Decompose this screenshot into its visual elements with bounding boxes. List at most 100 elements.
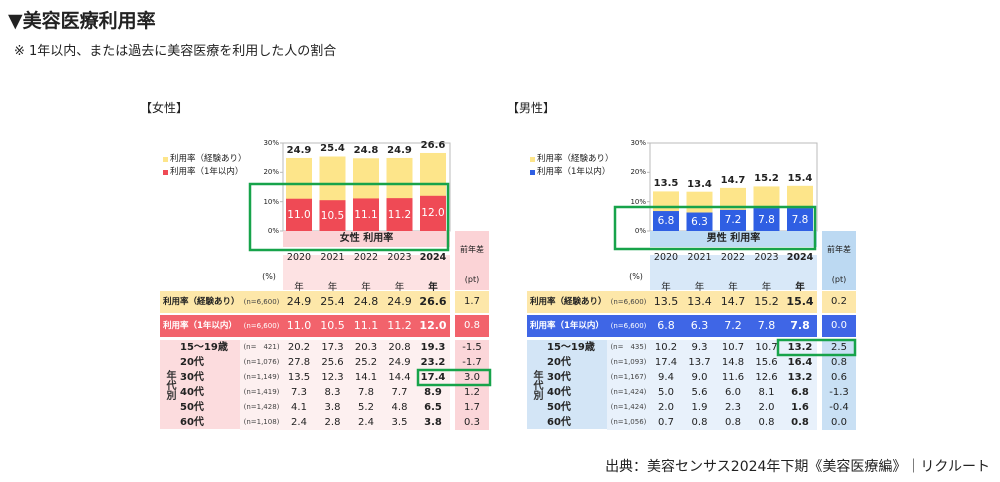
highlight bbox=[416, 368, 492, 387]
data-label: 24.8 bbox=[353, 145, 379, 157]
cell: 14.8 bbox=[721, 357, 745, 368]
row-n: (n=1,149) bbox=[243, 373, 280, 381]
diff-cell-text: -0.4 bbox=[829, 402, 849, 413]
data-label: 6.3 bbox=[691, 215, 708, 228]
diff-cell-text: -1.5 bbox=[462, 342, 482, 353]
data-label: 14.7 bbox=[720, 174, 746, 186]
row-bg bbox=[160, 291, 450, 313]
data-label: 15.4 bbox=[787, 172, 813, 184]
cell: 27.8 bbox=[287, 357, 311, 368]
cell: 13.4 bbox=[687, 295, 712, 308]
cell: 11.2 bbox=[387, 319, 412, 332]
bar bbox=[386, 198, 413, 231]
cell: 15.2 bbox=[754, 295, 779, 308]
cell: 7.8 bbox=[790, 319, 810, 332]
row-label: 利用率（経験あり） bbox=[530, 297, 607, 307]
legend-label: 利用率（経験あり） bbox=[537, 154, 614, 164]
row-bg bbox=[527, 291, 817, 313]
row-label: 15〜19歳 bbox=[180, 342, 228, 353]
legend-swatch bbox=[163, 157, 168, 162]
cell: 20.8 bbox=[388, 342, 411, 353]
diff-cell-text: 1.7 bbox=[464, 402, 480, 413]
cell: 17.3 bbox=[321, 342, 344, 353]
y-tick-label: 30% bbox=[263, 139, 279, 147]
cell: 2.4 bbox=[291, 417, 307, 428]
row-bg bbox=[240, 400, 450, 415]
legend-label: 利用率（1年以内） bbox=[537, 167, 611, 177]
chart-caption: 男性 利用率 bbox=[706, 233, 761, 244]
cell: 24.9 bbox=[387, 295, 412, 308]
data-label: 11.2 bbox=[387, 208, 412, 221]
source: 出典：美容センサス2024年下期《美容医療編》｜リクルート bbox=[605, 459, 990, 475]
cell: 17.4 bbox=[654, 357, 678, 368]
cell: 0.8 bbox=[758, 417, 775, 428]
cell: 0.8 bbox=[725, 417, 741, 428]
data-label: 10.5 bbox=[320, 209, 345, 222]
column-header: 2023年 bbox=[387, 252, 412, 293]
legend-swatch bbox=[163, 170, 168, 175]
row-label: 20代 bbox=[180, 357, 204, 368]
cell: 14.1 bbox=[354, 372, 378, 383]
cell: 2.3 bbox=[725, 402, 741, 413]
y-tick-label: 0% bbox=[634, 227, 646, 235]
table-header bbox=[650, 255, 817, 290]
y-tick-label: 30% bbox=[630, 139, 646, 147]
cell: 24.8 bbox=[353, 295, 379, 308]
cell: 7.8 bbox=[358, 387, 374, 398]
bar bbox=[653, 211, 679, 231]
cell: 25.4 bbox=[320, 295, 345, 308]
caption-band bbox=[650, 231, 817, 247]
cell: 15.6 bbox=[755, 357, 778, 368]
row-bg bbox=[607, 355, 817, 370]
cell: 8.9 bbox=[424, 387, 442, 398]
row-n: (n=1,093) bbox=[610, 358, 647, 366]
cell: 7.2 bbox=[724, 319, 742, 332]
diff-cell-text: 2.5 bbox=[831, 342, 847, 353]
data-label: 25.4 bbox=[320, 143, 345, 155]
cell: 14.4 bbox=[388, 372, 411, 383]
cell: 7.3 bbox=[291, 387, 307, 398]
cell: 23.2 bbox=[420, 357, 446, 368]
row-n: (n=1,424) bbox=[610, 403, 647, 411]
row-n: (n=6,600) bbox=[243, 322, 280, 330]
legend-swatch bbox=[530, 170, 535, 175]
row-n: (n=1,076) bbox=[243, 358, 280, 366]
cell: 11.1 bbox=[353, 319, 379, 332]
bar bbox=[319, 200, 346, 231]
cell: 13.2 bbox=[787, 342, 813, 353]
cell: 9.3 bbox=[691, 342, 708, 353]
panel-label: 【男性】 bbox=[507, 101, 556, 115]
column-header: 2021年 bbox=[687, 252, 712, 293]
diff-header: 前年差(pt) bbox=[827, 245, 851, 284]
diff-cell-text: 0.3 bbox=[464, 417, 480, 428]
cell: 5.6 bbox=[691, 387, 708, 398]
cell: 9.4 bbox=[658, 372, 674, 383]
column-header: 2022年 bbox=[720, 252, 746, 293]
cell: 13.7 bbox=[688, 357, 711, 368]
diff-cell-text: 0.6 bbox=[831, 372, 847, 383]
y-tick-label: 20% bbox=[263, 168, 279, 177]
cell: 24.9 bbox=[286, 295, 312, 308]
cell: 24.9 bbox=[388, 357, 411, 368]
diff-cell-text: 3.0 bbox=[464, 372, 480, 383]
bar bbox=[420, 195, 446, 231]
row-label: 60代 bbox=[180, 417, 204, 428]
row-bg bbox=[607, 415, 817, 430]
diff-cell-text: 0.8 bbox=[831, 357, 847, 368]
cell: 2.8 bbox=[324, 417, 341, 428]
cell: 15.4 bbox=[786, 295, 814, 308]
diff-cell bbox=[822, 370, 856, 385]
row-label: 利用率（経験あり） bbox=[163, 297, 240, 307]
cell: 11.0 bbox=[286, 319, 312, 332]
diff-cell-text: -1.3 bbox=[829, 387, 849, 398]
bar bbox=[753, 208, 780, 231]
diff-cell-text: -1.7 bbox=[462, 357, 482, 368]
cell: 16.4 bbox=[787, 357, 813, 368]
data-label: 7.8 bbox=[791, 213, 809, 226]
row-label: 利用率（1年以内） bbox=[163, 321, 237, 331]
bar bbox=[286, 198, 312, 231]
cell: 2.0 bbox=[658, 402, 674, 413]
highlight bbox=[776, 338, 857, 357]
legend-swatch bbox=[530, 157, 535, 162]
row-bg bbox=[607, 385, 817, 400]
